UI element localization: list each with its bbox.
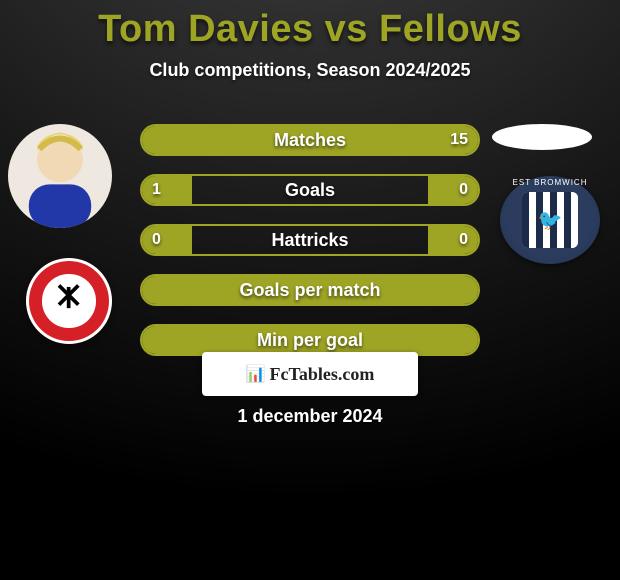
site-name: FcTables.com [270, 364, 375, 385]
bar-value-right: 15 [450, 126, 468, 154]
site-logo[interactable]: 📊 FcTables.com [202, 352, 418, 396]
bar-matches: Matches 15 [140, 124, 480, 156]
bar-goals: 1 Goals 0 [140, 174, 480, 206]
comparison-card: Tom Davies vs Fellows Club competitions,… [0, 0, 620, 580]
bar-label: Hattricks [142, 226, 478, 254]
date-text: 1 december 2024 [0, 406, 620, 427]
club-shield: 🐦 [522, 192, 578, 248]
page-subtitle: Club competitions, Season 2024/2025 [0, 60, 620, 81]
player-left-club-badge: 1889 [26, 258, 112, 344]
bar-label: Min per goal [142, 326, 478, 354]
bar-label: Goals per match [142, 276, 478, 304]
bar-label: Goals [142, 176, 478, 204]
swords-icon: 1889 [50, 282, 87, 319]
bird-icon: 🐦 [538, 208, 563, 233]
bar-goals-per-match: Goals per match [140, 274, 480, 306]
bar-label: Matches [142, 126, 478, 154]
bar-value-right: 0 [459, 176, 468, 204]
person-icon [8, 124, 112, 228]
player-right-club-badge: EST BROMWICH 🐦 [500, 176, 600, 264]
chart-icon: 📊 [246, 364, 266, 384]
player-left-avatar [8, 124, 112, 228]
club-year: 1889 [61, 309, 78, 318]
page-title: Tom Davies vs Fellows [0, 0, 620, 54]
bar-hattricks: 0 Hattricks 0 [140, 224, 480, 256]
club-arc-text: EST BROMWICH [500, 178, 600, 187]
player-right-avatar [492, 124, 592, 150]
comparison-bars: Matches 15 1 Goals 0 0 Hattricks 0 Goals… [140, 124, 480, 374]
bar-value-right: 0 [459, 226, 468, 254]
